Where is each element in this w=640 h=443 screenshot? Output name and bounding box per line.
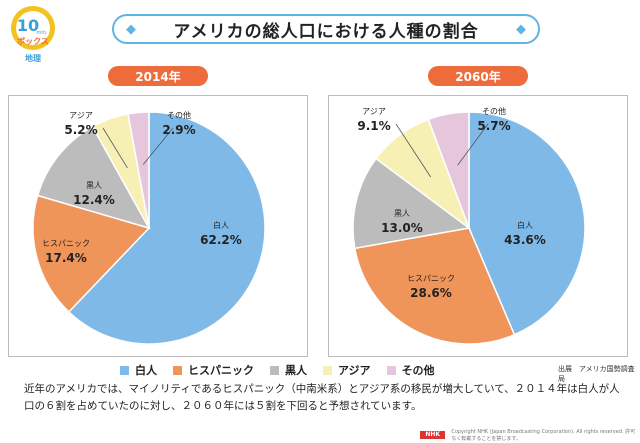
slice-value-label-asian: 9.1% — [357, 119, 390, 133]
legend-item-hispanic: ヒスパニック — [173, 362, 254, 378]
title-deco-right: ◆ — [516, 22, 526, 37]
pie-panel-2060: 白人 43.6% ヒスパニック 28.6% 黒人 13.0% アジア 9.1% その他 5.7% — [328, 95, 628, 357]
slice-value-label-asian: 5.2% — [64, 123, 97, 137]
legend-item-other: その他 — [386, 362, 435, 378]
legend-item-asian: アジア — [323, 362, 371, 378]
legend-label-hispanic: ヒスパニック — [188, 364, 254, 377]
pie-panel-2014: 白人 62.2% ヒスパニック 17.4% 黒人 12.4% アジア 5.2% その他 2.9% — [8, 95, 308, 357]
logo-subject: 地理 — [25, 53, 41, 63]
source-note: 出展 アメリカ国勢調査局 — [558, 365, 635, 383]
pie-slice-black — [352, 157, 471, 250]
copyright-text: Copyright NHK (Japan Broadcasting Corpor… — [451, 429, 636, 442]
legend-item-black: 黒人 — [270, 362, 307, 378]
leader-line-other — [457, 123, 489, 166]
slice-category-label-white: 白人 — [213, 220, 229, 230]
slice-value-label-hispanic: 17.4% — [45, 251, 87, 265]
legend-swatch-hispanic — [173, 365, 182, 375]
legend-label-white: 白人 — [135, 364, 157, 377]
logo-min: min. — [36, 30, 47, 36]
leader-line-other — [142, 127, 174, 165]
caption-text: 近年のアメリカでは、マイノリティであるヒスパニック（中南米系）とアジア系の移民が… — [24, 383, 620, 412]
slice-category-label-other: その他 — [482, 106, 506, 116]
ten-min-box-logo: 10 min. ボックス 地理 — [11, 6, 55, 63]
legend-swatch-white — [120, 365, 129, 375]
legend-label-asian: アジア — [338, 364, 371, 377]
slice-category-label-asian: アジア — [69, 111, 93, 120]
slice-value-label-hispanic: 28.6% — [410, 286, 452, 300]
slice-value-label-white: 62.2% — [200, 233, 242, 247]
pie-slice-other — [427, 111, 470, 229]
slice-category-label-black: 黒人 — [86, 181, 102, 190]
logo-box-text: ボックス — [17, 36, 49, 46]
slice-category-label-hispanic: ヒスパニック — [42, 239, 90, 248]
slice-value-label-other: 2.9% — [162, 123, 195, 137]
slice-value-label-other: 5.7% — [477, 119, 510, 133]
pie-slice-black — [36, 125, 151, 230]
slice-value-label-black: 12.4% — [73, 193, 115, 207]
pie-chart-2060: 白人 43.6% ヒスパニック 28.6% 黒人 13.0% アジア 9.1% その他 5.7% — [352, 106, 586, 345]
slice-category-label-other: その他 — [167, 110, 191, 120]
legend-item-white: 白人 — [120, 362, 157, 378]
legend-swatch-asian — [323, 365, 332, 375]
footer: NHK Copyright NHK (Japan Broadcasting Co… — [420, 428, 640, 442]
legend-swatch-black — [270, 365, 279, 375]
legend-swatch-other — [386, 365, 396, 375]
year-badge-2060: 2060年 — [428, 66, 528, 86]
year-badge-2014: 2014年 — [108, 66, 208, 86]
pie-slice-other — [127, 111, 150, 229]
legend: 白人 ヒスパニック 黒人 アジア その他 — [120, 362, 451, 378]
slice-category-label-black: 黒人 — [394, 209, 410, 218]
page-title: アメリカの総人口における人種の割合 — [173, 21, 479, 42]
slice-value-label-white: 43.6% — [504, 233, 546, 247]
slice-value-label-black: 13.0% — [381, 221, 423, 235]
slice-category-label-hispanic: ヒスパニック — [407, 274, 455, 283]
pie-slice-hispanic — [32, 194, 151, 313]
title-banner: ◆ アメリカの総人口における人種の割合 ◆ — [112, 14, 540, 44]
pie-slice-white — [67, 111, 266, 345]
leader-line-asian — [395, 123, 432, 178]
legend-label-other: その他 — [401, 364, 435, 377]
pie-slice-hispanic — [353, 227, 516, 345]
title-deco-left: ◆ — [126, 22, 136, 37]
leader-line-asian — [102, 127, 128, 169]
legend-label-black: 黒人 — [285, 364, 307, 377]
logo-number: 10 — [17, 16, 39, 35]
pie-slice-white — [468, 111, 586, 336]
pie-chart-2014: 白人 62.2% ヒスパニック 17.4% 黒人 12.4% アジア 5.2% その他 2.9% — [32, 110, 266, 345]
nhk-logo: NHK — [420, 431, 446, 439]
slice-category-label-white: 白人 — [517, 220, 533, 230]
slice-category-label-asian: アジア — [362, 107, 386, 116]
